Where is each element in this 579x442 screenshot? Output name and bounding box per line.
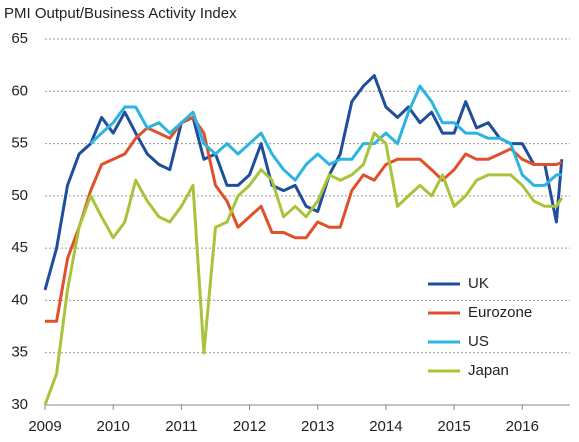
x-tick-label: 2010: [96, 418, 129, 435]
legend-label: UK: [468, 275, 489, 292]
x-tick-label: 2015: [437, 418, 470, 435]
series-line: [45, 115, 563, 323]
series-line: [89, 84, 562, 187]
y-tick-label: 65: [11, 30, 28, 47]
legend-label: US: [468, 333, 489, 350]
x-tick-label: 2014: [369, 418, 402, 435]
y-tick-label: 55: [11, 135, 28, 152]
legend-label: Japan: [468, 362, 509, 379]
y-tick-label: 30: [11, 396, 28, 413]
x-tick-label: 2016: [506, 418, 539, 435]
y-tick-label: 40: [11, 291, 28, 308]
x-tick-label: 2012: [233, 418, 266, 435]
series-line: [43, 74, 564, 291]
x-tick-label: 2009: [28, 418, 61, 435]
chart-title: PMI Output/Business Activity Index: [4, 5, 237, 22]
legend-label: Eurozone: [468, 304, 532, 321]
x-tick-label: 2011: [165, 418, 197, 435]
y-tick-label: 60: [11, 82, 28, 99]
y-tick-label: 35: [11, 344, 28, 361]
y-tick-label: 50: [11, 187, 28, 204]
y-tick-label: 45: [11, 239, 28, 256]
x-tick-label: 2013: [301, 418, 334, 435]
series-line: [43, 131, 564, 406]
